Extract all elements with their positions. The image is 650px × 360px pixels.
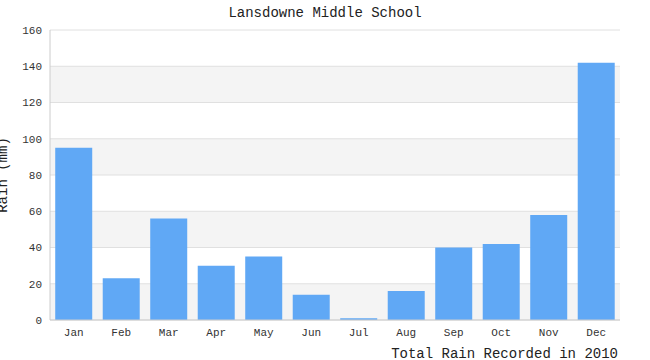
svg-text:0: 0 (35, 315, 42, 327)
svg-text:Aug: Aug (396, 327, 416, 339)
svg-text:Apr: Apr (206, 327, 226, 339)
svg-text:May: May (254, 327, 274, 339)
svg-text:60: 60 (29, 206, 42, 218)
svg-text:140: 140 (22, 61, 42, 73)
svg-text:Rain (mm): Rain (mm) (8, 137, 11, 213)
svg-text:80: 80 (29, 170, 42, 182)
svg-text:100: 100 (22, 134, 42, 146)
svg-text:Nov: Nov (539, 327, 559, 339)
svg-text:160: 160 (22, 25, 42, 37)
svg-text:Jun: Jun (301, 327, 321, 339)
svg-text:120: 120 (22, 97, 42, 109)
svg-text:Sep: Sep (444, 327, 464, 339)
svg-text:40: 40 (29, 242, 42, 254)
svg-text:Oct: Oct (491, 327, 511, 339)
svg-text:20: 20 (29, 279, 42, 291)
svg-text:Mar: Mar (159, 327, 179, 339)
svg-text:Feb: Feb (111, 327, 131, 339)
svg-text:Dec: Dec (586, 327, 606, 339)
svg-text:Jul: Jul (349, 327, 369, 339)
svg-text:Jan: Jan (64, 327, 84, 339)
svg-text:Total Rain Recorded in 2010: Total Rain Recorded in 2010 (391, 346, 618, 360)
html-text:Lansdowne Middle School: Lansdowne Middle School (228, 5, 422, 21)
